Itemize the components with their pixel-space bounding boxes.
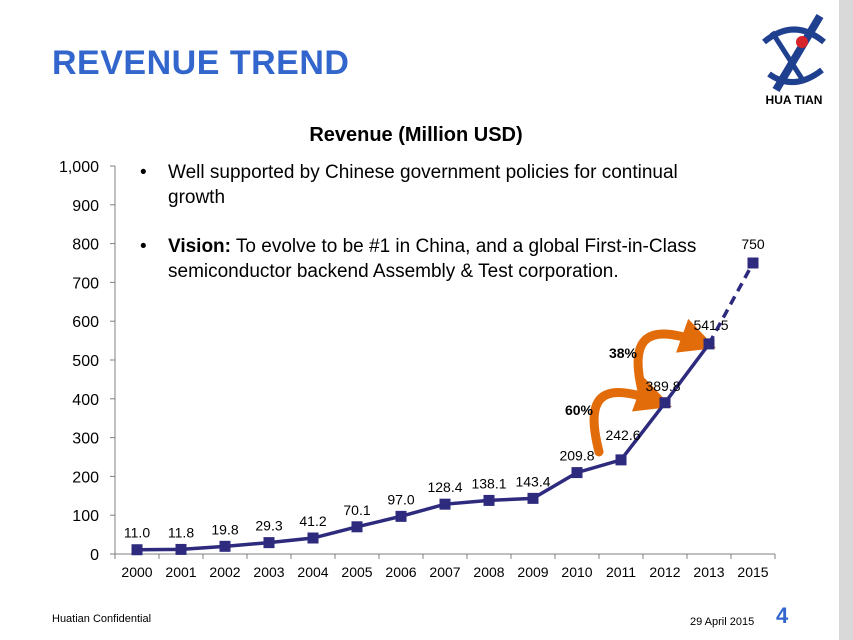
data-label: 389.8 <box>645 378 680 394</box>
page-number: 4 <box>776 603 789 628</box>
x-tick-label: 2011 <box>606 564 636 580</box>
bullet-dot: • <box>140 236 147 257</box>
x-tick-label: 2003 <box>253 564 284 580</box>
data-label: 209.8 <box>559 448 594 464</box>
y-tick-label: 500 <box>72 353 99 370</box>
data-label: 11.0 <box>124 525 150 541</box>
x-tick-label: 2004 <box>297 564 328 580</box>
data-point <box>615 454 627 466</box>
data-label: 128.4 <box>427 479 462 495</box>
y-tick-label: 400 <box>72 392 99 409</box>
y-tick-label: 900 <box>72 198 99 215</box>
data-labels: 11.0 11.8 19.8 29.3 41.2 70.1 97.0 128.4 138.1 14… <box>124 236 765 541</box>
data-point <box>527 492 539 504</box>
data-point <box>307 532 319 544</box>
growth-arrow <box>589 377 672 457</box>
data-label: 19.8 <box>211 521 238 537</box>
y-tick-label: 700 <box>72 275 99 292</box>
x-tick-label: 2001 <box>165 564 196 580</box>
logo-text: HUA TIAN <box>766 93 823 107</box>
data-point <box>175 543 187 555</box>
bullet-dot: • <box>140 162 147 183</box>
y-tick-label: 0 <box>90 547 99 564</box>
huatian-logo: HUA TIAN <box>754 12 834 108</box>
data-point <box>439 498 451 510</box>
data-label: 143.4 <box>515 473 550 489</box>
data-point <box>395 510 407 522</box>
bullet-strong: Vision: <box>168 236 231 257</box>
right-edge-bar <box>839 0 853 640</box>
chart-ticks: 0 100 200 300 400 500 600 700 800 900 1,000 2000 200… <box>59 159 776 580</box>
y-tick-label: 300 <box>72 431 99 448</box>
series-line-projected <box>707 262 755 345</box>
growth-label: 38% <box>609 345 638 361</box>
x-tick-label: 2010 <box>561 564 592 580</box>
data-label: 138.1 <box>471 475 506 491</box>
x-tick-label: 2012 <box>649 564 680 580</box>
data-label: 70.1 <box>343 502 370 518</box>
x-tick-label: 2002 <box>209 564 240 580</box>
data-point <box>571 467 583 479</box>
revenue-series <box>131 257 759 556</box>
bullet-text: To evolve to be #1 in China, and a globa… <box>168 236 697 282</box>
data-label: 242.6 <box>605 427 640 443</box>
bullet-item: • Vision: To evolve to be #1 in China, a… <box>140 234 700 284</box>
x-tick-label: 2009 <box>517 564 548 580</box>
growth-label: 60% <box>565 402 594 418</box>
x-tick-label: 2013 <box>693 564 724 580</box>
chart-title: Revenue (Million USD) <box>309 124 522 146</box>
x-tick-label: 2006 <box>385 564 416 580</box>
data-point <box>659 397 671 409</box>
x-tick-label: 2000 <box>121 564 152 580</box>
data-label: 11.8 <box>168 524 194 540</box>
data-point <box>131 544 143 556</box>
x-tick-label: 2005 <box>341 564 372 580</box>
x-tick-label: 2007 <box>429 564 460 580</box>
bullet-text: Well supported by Chinese government pol… <box>168 162 678 208</box>
data-point <box>263 537 275 549</box>
data-label: 541.5 <box>693 317 728 333</box>
data-point <box>747 257 759 269</box>
data-label: 29.3 <box>255 518 282 534</box>
y-tick-label: 100 <box>72 508 99 525</box>
y-tick-label: 800 <box>72 237 99 254</box>
x-tick-label: 2015 <box>737 564 768 580</box>
bullet-item: • Well supported by Chinese government p… <box>140 160 700 210</box>
y-tick-label: 1,000 <box>59 159 99 176</box>
bullet-list: • Well supported by Chinese government p… <box>140 160 700 308</box>
series-line <box>136 342 711 552</box>
data-point <box>703 338 715 350</box>
data-point <box>351 521 363 533</box>
growth-arrow <box>633 318 716 400</box>
footer-date: 29 April 2015 <box>690 616 755 628</box>
slide-title: REVENUE TREND <box>52 44 350 82</box>
x-tick-label: 2008 <box>473 564 504 580</box>
data-label: 750 <box>741 236 765 252</box>
y-tick-label: 600 <box>72 314 99 331</box>
bullet-text-vision: Vision: To evolve to be #1 in China, and… <box>168 234 700 284</box>
footer-confidential: Huatian Confidential <box>52 613 152 625</box>
data-point <box>219 540 231 552</box>
data-label: 41.2 <box>299 513 326 529</box>
y-tick-label: 200 <box>72 469 99 486</box>
data-point <box>483 494 495 506</box>
data-label: 97.0 <box>387 491 414 507</box>
growth-annotations: 60% 38% <box>565 318 716 457</box>
